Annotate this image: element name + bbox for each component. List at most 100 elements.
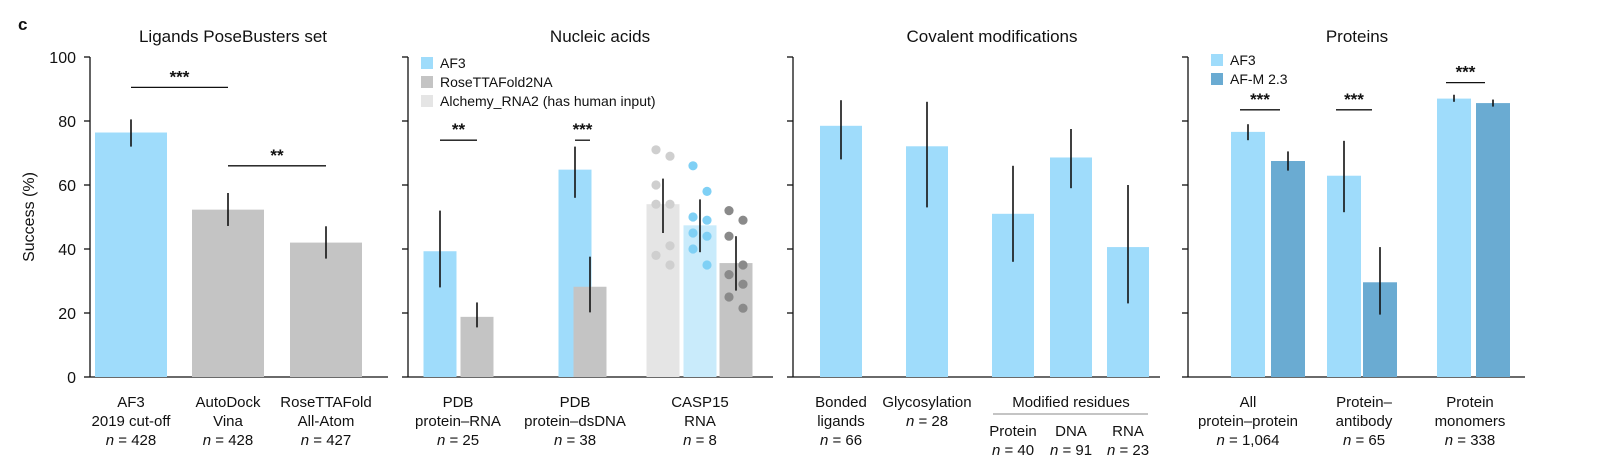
- ligands-category-line: RoseTTAFold: [280, 394, 371, 411]
- proteins-category-line: Protein: [1446, 394, 1494, 411]
- ligands-category-line: All-Atom: [298, 413, 355, 430]
- nucleic-bar-dot: [724, 206, 734, 216]
- nucleic-legend-label: RoseTTAFold2NA: [440, 74, 553, 90]
- y-tick-label: 60: [58, 178, 76, 195]
- nucleic-bar-dot: [665, 199, 675, 209]
- nucleic-bar-dot: [688, 244, 698, 254]
- nucleic-bar-dot: [688, 212, 698, 222]
- ligands-category-line: 2019 cut-off: [92, 413, 172, 430]
- ligands-category-line: AF3: [117, 394, 145, 411]
- ligands-category-n: n = 428: [203, 432, 253, 449]
- proteins-legend-swatch: [1211, 73, 1223, 85]
- proteins-category-line: All: [1240, 394, 1257, 411]
- nucleic-bar-dot: [702, 260, 712, 270]
- proteins-legend-label: AF-M 2.3: [1230, 71, 1288, 87]
- ligands-significance-label: **: [270, 146, 284, 165]
- nucleic-bar-dot: [738, 260, 748, 270]
- nucleic-bar-dot: [702, 215, 712, 225]
- ligands-title: Ligands PoseBusters set: [139, 27, 327, 46]
- nucleic-category-line: CASP15: [671, 394, 729, 411]
- ligands-category-n: n = 428: [106, 432, 156, 449]
- nucleic-bar-dot: [702, 186, 712, 196]
- nucleic-legend-swatch: [421, 76, 433, 88]
- nucleic-bar-dot: [724, 231, 734, 241]
- nucleic-legend-label: AF3: [440, 55, 466, 71]
- nucleic-legend-label: Alchemy_RNA2 (has human input): [440, 93, 656, 109]
- covalent-title: Covalent modifications: [906, 27, 1077, 46]
- figure-label: c: [18, 15, 27, 34]
- nucleic-bar-dot: [651, 199, 661, 209]
- covalent-category-n: n = 91: [1050, 442, 1092, 459]
- proteins-category-n: n = 1,064: [1217, 432, 1280, 449]
- covalent-category-line: RNA: [1112, 423, 1144, 440]
- nucleic-bar-dot: [665, 260, 675, 270]
- nucleic-category-n: n = 25: [437, 432, 479, 449]
- proteins-significance-label: ***: [1456, 63, 1476, 82]
- nucleic-category-n: n = 38: [554, 432, 596, 449]
- nucleic-category-line: PDB: [443, 394, 474, 411]
- nucleic-significance-label: **: [452, 120, 466, 139]
- covalent-category-n: n = 23: [1107, 442, 1149, 459]
- nucleic-bar-dot: [738, 279, 748, 289]
- nucleic-legend-swatch: [421, 57, 433, 69]
- ligands-category-line: AutoDock: [195, 394, 261, 411]
- ligands-bar: [192, 209, 264, 377]
- covalent-category-line: ligands: [817, 413, 865, 430]
- nucleic-category-n: n = 8: [683, 432, 717, 449]
- nucleic-legend-swatch: [421, 95, 433, 107]
- nucleic-category-line: PDB: [560, 394, 591, 411]
- covalent-category-line: Protein: [989, 423, 1037, 440]
- ligands-category-line: Vina: [213, 413, 243, 430]
- ligands-significance-label: ***: [170, 67, 190, 86]
- nucleic-category-line: RNA: [684, 413, 716, 430]
- covalent-category-line: DNA: [1055, 423, 1087, 440]
- nucleic-bar-dot: [651, 250, 661, 260]
- proteins-significance-label: ***: [1344, 90, 1364, 109]
- proteins-category-line: antibody: [1336, 413, 1393, 430]
- y-tick-label: 40: [58, 242, 76, 259]
- proteins-title: Proteins: [1326, 27, 1388, 46]
- nucleic-significance-label: ***: [573, 120, 593, 139]
- proteins-bar: [1476, 103, 1510, 377]
- proteins-significance-label: ***: [1250, 90, 1270, 109]
- nucleic-title: Nucleic acids: [550, 27, 650, 46]
- proteins-legend-label: AF3: [1230, 52, 1256, 68]
- y-tick-label: 20: [58, 306, 76, 323]
- y-tick-label: 80: [58, 114, 76, 131]
- proteins-category-line: Protein–: [1336, 394, 1393, 411]
- nucleic-bar-dot: [738, 215, 748, 225]
- proteins-bar: [1437, 98, 1471, 377]
- nucleic-bar-dot: [738, 303, 748, 313]
- nucleic-bar-dot: [665, 241, 675, 251]
- nucleic-bar-dot: [688, 161, 698, 171]
- nucleic-bar-dot: [665, 151, 675, 161]
- nucleic-category-line: protein–RNA: [415, 413, 501, 430]
- proteins-bar: [1231, 131, 1265, 377]
- nucleic-bar-dot: [724, 292, 734, 302]
- proteins-category-n: n = 338: [1445, 432, 1495, 449]
- covalent-bracket-label: Modified residues: [1012, 394, 1130, 411]
- y-tick-label: 0: [67, 370, 76, 387]
- nucleic-bar-dot: [651, 145, 661, 155]
- ligands-bar: [290, 242, 362, 377]
- nucleic-bar-dot: [724, 270, 734, 280]
- proteins-category-line: monomers: [1435, 413, 1506, 430]
- covalent-category-n: n = 66: [820, 432, 862, 449]
- y-tick-label: 100: [49, 50, 76, 67]
- covalent-category-n: n = 40: [992, 442, 1034, 459]
- covalent-category-line: Glycosylation: [882, 394, 971, 411]
- covalent-bar: [1050, 157, 1092, 377]
- y-axis-label: Success (%): [21, 172, 38, 262]
- proteins-legend-swatch: [1211, 54, 1223, 66]
- nucleic-bar-dot: [688, 228, 698, 238]
- covalent-category-n: n = 28: [906, 413, 948, 430]
- covalent-category-line: Bonded: [815, 394, 867, 411]
- proteins-category-line: protein–protein: [1198, 413, 1298, 430]
- ligands-bar: [95, 132, 167, 377]
- proteins-bar: [1271, 161, 1305, 377]
- covalent-bar: [820, 125, 862, 377]
- nucleic-bar-dot: [702, 231, 712, 241]
- ligands-category-n: n = 427: [301, 432, 351, 449]
- proteins-category-n: n = 65: [1343, 432, 1385, 449]
